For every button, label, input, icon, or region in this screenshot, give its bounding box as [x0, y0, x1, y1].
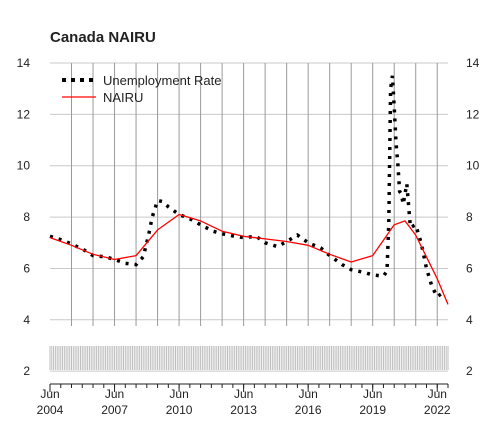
legend: Unemployment Rate NAIRU: [62, 73, 222, 105]
y-tick-label-left: 10: [17, 159, 31, 173]
x-tick-label-month: Jun: [428, 387, 447, 401]
legend-label-unemployment-rate: Unemployment Rate: [103, 73, 222, 88]
y-tick-label-left: 12: [17, 107, 31, 121]
y-tick-label-right: 6: [466, 261, 473, 275]
x-tick-label-year: 2016: [295, 403, 322, 417]
y-tick-label-left: 14: [17, 56, 31, 70]
x-tick-label-year: 2004: [37, 403, 64, 417]
y-tick-label-right: 12: [466, 107, 480, 121]
x-tick-label-month: Jun: [234, 387, 253, 401]
x-tick-label-month: Jun: [298, 387, 317, 401]
y-tick-label-left: 6: [23, 261, 30, 275]
x-tick-label-month: Jun: [40, 387, 59, 401]
series-unemployment-rate-line: [49, 75, 446, 300]
y-tick-label-right: 14: [466, 56, 480, 70]
x-tick-label-year: 2022: [424, 403, 451, 417]
x-tick-label-year: 2013: [230, 403, 257, 417]
y-tick-label-left: 4: [23, 313, 30, 327]
x-tick-label-month: Jun: [169, 387, 188, 401]
gridlines: [49, 62, 449, 372]
y-tick-label-right: 10: [466, 159, 480, 173]
y-tick-label-right: 2: [466, 364, 473, 378]
series-layer: [49, 75, 449, 305]
y-tick-label-left: 2: [23, 364, 30, 378]
legend-label-nairu: NAIRU: [103, 90, 143, 105]
y-tick-label-right: 4: [466, 313, 473, 327]
axes: 2 2 4 4 6 6 8 8 10 10 12 12 14 14 Jun 2004 Jun 2007 Jun 201…: [17, 56, 480, 417]
y-tick-label-right: 8: [466, 210, 473, 224]
chart-title: Canada NAIRU: [50, 29, 156, 46]
x-tick-label-year: 2007: [101, 403, 128, 417]
series-nairu-line: [49, 213, 449, 305]
x-tick-label-month: Jun: [363, 387, 382, 401]
x-tick-label-year: 2019: [359, 403, 386, 417]
y-tick-label-left: 8: [23, 210, 30, 224]
x-tick-label-month: Jun: [105, 387, 124, 401]
x-tick-label-year: 2010: [166, 403, 193, 417]
